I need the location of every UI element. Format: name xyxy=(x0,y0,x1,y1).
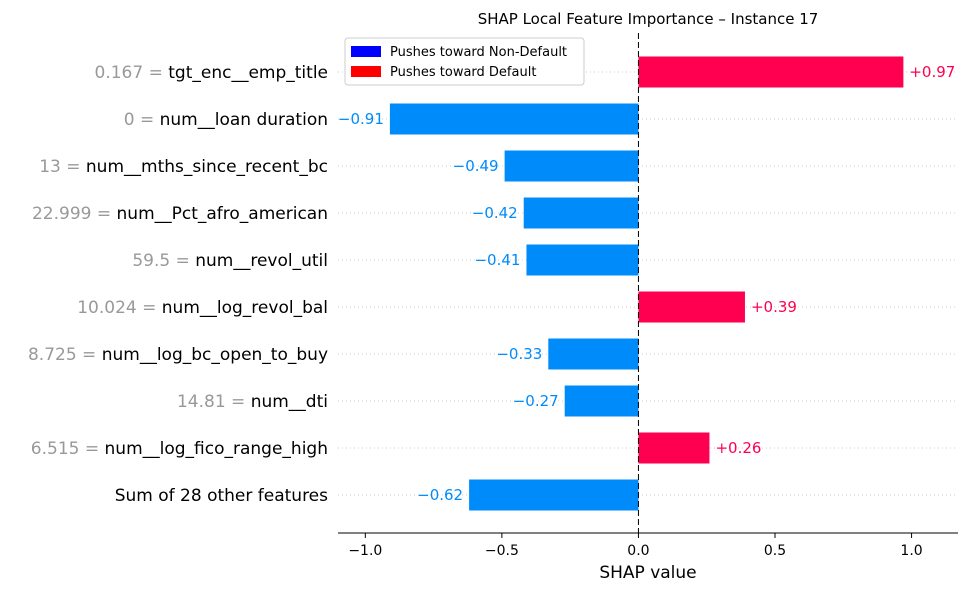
bar xyxy=(638,56,904,88)
feature-name: Sum of 28 other features xyxy=(115,486,328,506)
feature-value: 22.999 = xyxy=(32,204,117,224)
feature-name: num__Pct_afro_american xyxy=(117,204,328,224)
feature-label: 22.999 = num__Pct_afro_american xyxy=(32,204,328,224)
bars: +0.97 −0.91 −0.49 −0.42 −0.41 +0.39 −0.33 −0.27… xyxy=(338,56,955,511)
bar xyxy=(523,197,639,229)
bar-value-label: −0.62 xyxy=(417,486,463,504)
bar xyxy=(638,291,745,323)
bar-value-label: −0.27 xyxy=(513,392,559,410)
bar-value-label: −0.91 xyxy=(338,110,384,128)
bar-value-label: +0.26 xyxy=(715,439,761,457)
bar-value-label: −0.42 xyxy=(472,204,518,222)
bar xyxy=(504,150,639,182)
feature-label: 14.81 = num__dti xyxy=(177,392,328,412)
feature-label: 0.167 = tgt_enc__emp_title xyxy=(95,63,328,83)
legend-label: Pushes toward Non-Default xyxy=(390,45,567,60)
bar-value-label: −0.41 xyxy=(474,251,520,269)
feature-value: 0 = xyxy=(124,110,160,130)
legend: Pushes toward Non-Default Pushes toward D… xyxy=(344,37,585,86)
feature-value: 13 = xyxy=(39,157,86,177)
bar-value-label: +0.39 xyxy=(751,298,797,316)
bar xyxy=(564,385,639,417)
feature-name: tgt_enc__emp_title xyxy=(168,63,328,83)
x-axis: −1.0 −0.5 0.0 0.5 1.0 xyxy=(338,33,958,559)
x-tick-label: −0.5 xyxy=(485,543,519,559)
feature-value: 14.81 = xyxy=(177,392,251,412)
legend-swatch xyxy=(351,46,381,57)
feature-name: num__log_bc_open_to_buy xyxy=(102,345,328,365)
bar xyxy=(548,338,639,370)
bar-value-label: −0.49 xyxy=(453,157,499,175)
legend-swatch xyxy=(351,66,381,77)
feature-name: num__loan duration xyxy=(160,110,328,130)
x-tick-label: −1.0 xyxy=(348,543,382,559)
chart-title: SHAP Local Feature Importance – Instance… xyxy=(478,10,819,28)
feature-value: 8.725 = xyxy=(28,345,102,365)
grid-lines xyxy=(338,71,958,496)
x-tick-label: 0.0 xyxy=(627,543,649,559)
feature-name: num__revol_util xyxy=(195,251,328,271)
legend-label: Pushes toward Default xyxy=(390,65,536,80)
feature-value: 0.167 = xyxy=(95,63,169,83)
feature-name: num__log_revol_bal xyxy=(162,298,328,318)
x-tick-label: 0.5 xyxy=(764,543,786,559)
feature-label: 0 = num__loan duration xyxy=(124,110,328,130)
x-axis-label: SHAP value xyxy=(599,563,696,583)
bar-value-label: +0.97 xyxy=(909,63,955,81)
feature-label: 13 = num__mths_since_recent_bc xyxy=(39,157,328,177)
feature-name: num__mths_since_recent_bc xyxy=(86,157,328,177)
bar-value-label: −0.33 xyxy=(496,345,542,363)
feature-label: 59.5 = num__revol_util xyxy=(132,251,328,271)
feature-value: 6.515 = xyxy=(31,439,105,459)
bar xyxy=(389,103,639,135)
bar xyxy=(469,479,639,511)
bar xyxy=(526,244,639,276)
feature-label: 10.024 = num__log_revol_bal xyxy=(77,298,328,318)
feature-name: num__dti xyxy=(251,392,328,412)
x-tick-label: 1.0 xyxy=(900,543,922,559)
feature-value: 59.5 = xyxy=(132,251,195,271)
feature-label: 8.725 = num__log_bc_open_to_buy xyxy=(28,345,328,365)
feature-name: num__log_fico_range_high xyxy=(105,439,328,459)
feature-value: 10.024 = xyxy=(77,298,162,318)
feature-labels: 0.167 = tgt_enc__emp_title 0 = num__loan … xyxy=(28,63,328,506)
feature-label: Sum of 28 other features xyxy=(115,486,328,506)
legend-box xyxy=(344,37,585,86)
feature-label: 6.515 = num__log_fico_range_high xyxy=(31,439,328,459)
bar xyxy=(638,432,710,464)
